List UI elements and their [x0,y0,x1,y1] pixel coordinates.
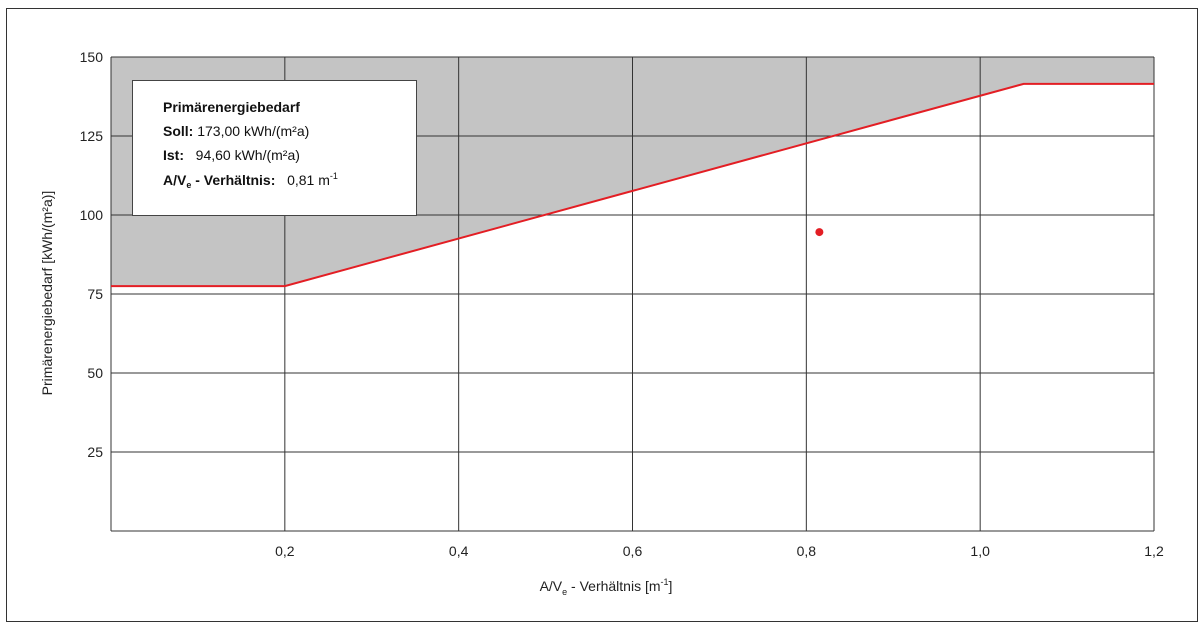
x-tick-label: 1,2 [1144,543,1164,559]
y-tick-label: 100 [80,207,104,223]
data-point-0 [815,228,824,237]
ist-value: 94,60 kWh/(m²a) [195,147,300,163]
x-axis-label: A/Ve - Verhältnis [m-1] [540,577,673,597]
y-tick-label: 150 [80,49,104,65]
x-tick-label: 1,0 [970,543,990,559]
x-tick-label: 0,6 [623,543,643,559]
y-tick-label: 50 [87,365,103,381]
series-line-0 [111,82,1154,288]
ist-label: Ist: [163,147,184,163]
soll-value: 173,00 kWh/(m²a) [197,123,310,139]
ratio-value: 0,81 m-1 [287,171,338,188]
y-tick-label: 125 [80,128,104,144]
y-tick-label: 75 [87,286,103,302]
chart-frame [6,8,1198,622]
y-tick-label: 25 [87,444,103,460]
info-soll-row: Soll: 173,00 kWh/(m²a) [163,123,416,139]
info-ratio-row: A/Ve - Verhältnis: 0,81 m-1 [163,171,416,190]
info-box: Primärenergiebedarf Soll: 173,00 kWh/(m²… [132,80,417,216]
soll-label: Soll: [163,123,194,139]
tick-labels-layer: 0,2 0,4 0,6 0,8 1,0 1,2 25 50 75 100 125 150 [80,49,1164,559]
y-axis-label: Primärenergiebedarf [kWh/(m²a)] [39,191,55,396]
series-layer [111,82,1154,288]
x-tick-label: 0,4 [449,543,469,559]
info-title: Primärenergiebedarf [163,99,300,115]
info-ist-row: Ist: 94,60 kWh/(m²a) [163,147,416,163]
ratio-label: A/Ve - Verhältnis: [163,172,276,190]
x-tick-label: 0,8 [797,543,817,559]
x-tick-label: 0,2 [275,543,295,559]
